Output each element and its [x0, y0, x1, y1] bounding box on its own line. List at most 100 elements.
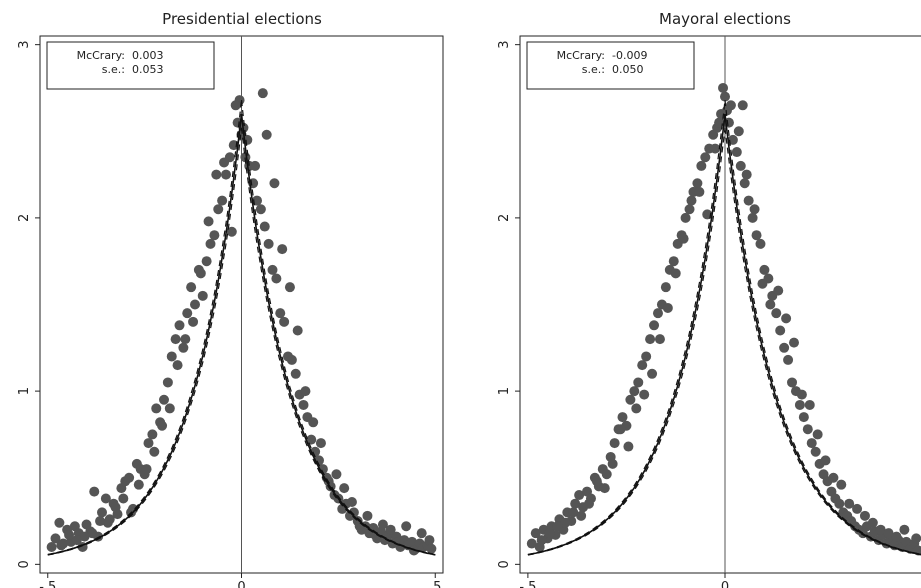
data-point: [255, 204, 266, 215]
data-point: [250, 160, 261, 171]
data-point: [100, 493, 111, 504]
data-point: [649, 320, 660, 331]
data-point: [331, 469, 342, 480]
data-point: [362, 510, 373, 521]
data-point: [806, 438, 817, 449]
data-point: [725, 100, 736, 111]
data-point: [275, 308, 286, 319]
data-point: [110, 502, 121, 513]
data-point: [591, 476, 602, 487]
data-point: [190, 299, 200, 310]
data-point: [836, 479, 847, 490]
data-point: [164, 403, 175, 414]
data-point: [788, 337, 799, 348]
data-point: [354, 521, 365, 532]
data-point: [141, 464, 152, 475]
data-point: [718, 82, 729, 93]
data-point: [50, 533, 61, 544]
data-point: [771, 308, 782, 319]
data-point: [668, 256, 679, 267]
fit-ci-lower: [240, 127, 436, 556]
data-point: [87, 528, 98, 539]
data-point: [213, 204, 224, 215]
data-point: [834, 498, 845, 509]
data-point: [737, 100, 748, 111]
data-point: [346, 496, 357, 507]
data-point: [637, 360, 648, 371]
data-point: [162, 377, 173, 388]
data-point: [607, 458, 618, 469]
data-point: [143, 438, 154, 449]
data-point: [710, 143, 721, 154]
data-point: [844, 498, 855, 509]
data-point: [684, 204, 695, 215]
data-point: [696, 160, 707, 171]
fit-line: [724, 113, 921, 556]
data-point: [755, 238, 766, 249]
data-point: [568, 507, 579, 518]
data-point: [536, 535, 547, 546]
data-point: [751, 230, 762, 241]
data-point: [739, 178, 750, 189]
data-point: [820, 455, 831, 466]
data-point: [271, 273, 282, 284]
data-point: [804, 399, 815, 410]
data-point: [205, 238, 216, 249]
data-point: [188, 316, 199, 327]
data-point: [306, 434, 317, 445]
data-point: [757, 278, 768, 289]
data-point: [284, 282, 295, 293]
data-point: [348, 507, 359, 518]
data-point: [102, 517, 113, 528]
y-tick-label: 1: [497, 387, 512, 395]
data-point: [899, 524, 910, 535]
stats-label-se: s.e.:: [102, 63, 125, 76]
stats-box: [526, 41, 695, 90]
data-point: [46, 542, 57, 553]
stats-label-mccrary: McCrary:: [77, 49, 125, 62]
data-point: [203, 216, 214, 227]
y-tick-label: 0: [497, 560, 512, 568]
data-point: [629, 386, 640, 397]
stats-value-se: 0.050: [612, 63, 644, 76]
data-point: [660, 282, 671, 293]
y-tick-label: 2: [17, 214, 32, 222]
data-point: [166, 351, 177, 362]
data-point: [625, 394, 636, 405]
fit-ci-upper: [47, 100, 243, 556]
data-point: [574, 490, 585, 501]
data-point: [639, 389, 650, 400]
data-point: [735, 160, 746, 171]
chart-panel-mayoral: Mayoral elections 0 1 2 3 -.5 0 .5 McCrary: -0.00…: [497, 10, 921, 588]
data-point: [298, 399, 309, 410]
y-tick-label: 3: [17, 41, 32, 49]
data-point: [875, 524, 886, 535]
data-point: [526, 538, 537, 549]
data-point: [623, 441, 634, 452]
data-point: [209, 230, 220, 241]
fit-ci-upper: [240, 100, 436, 556]
data-point: [186, 282, 197, 293]
data-point: [64, 529, 75, 540]
data-point: [570, 498, 581, 509]
data-point: [172, 360, 183, 371]
data-point: [802, 424, 813, 435]
y-tick-label: 1: [17, 387, 32, 395]
data-point: [828, 472, 839, 483]
data-point: [226, 226, 237, 237]
data-point: [79, 531, 90, 542]
fit-line: [47, 113, 243, 556]
data-point: [694, 186, 705, 197]
data-point: [678, 233, 689, 244]
data-point: [779, 342, 790, 353]
chart-title: Presidential elections: [162, 10, 322, 28]
y-tick-label: 2: [497, 214, 512, 222]
data-point: [654, 334, 665, 345]
data-point: [810, 446, 821, 457]
data-point: [741, 169, 752, 180]
data-point: [733, 126, 744, 137]
fit-ci-lower: [47, 127, 243, 556]
data-point: [221, 169, 231, 180]
data-point: [773, 285, 784, 296]
